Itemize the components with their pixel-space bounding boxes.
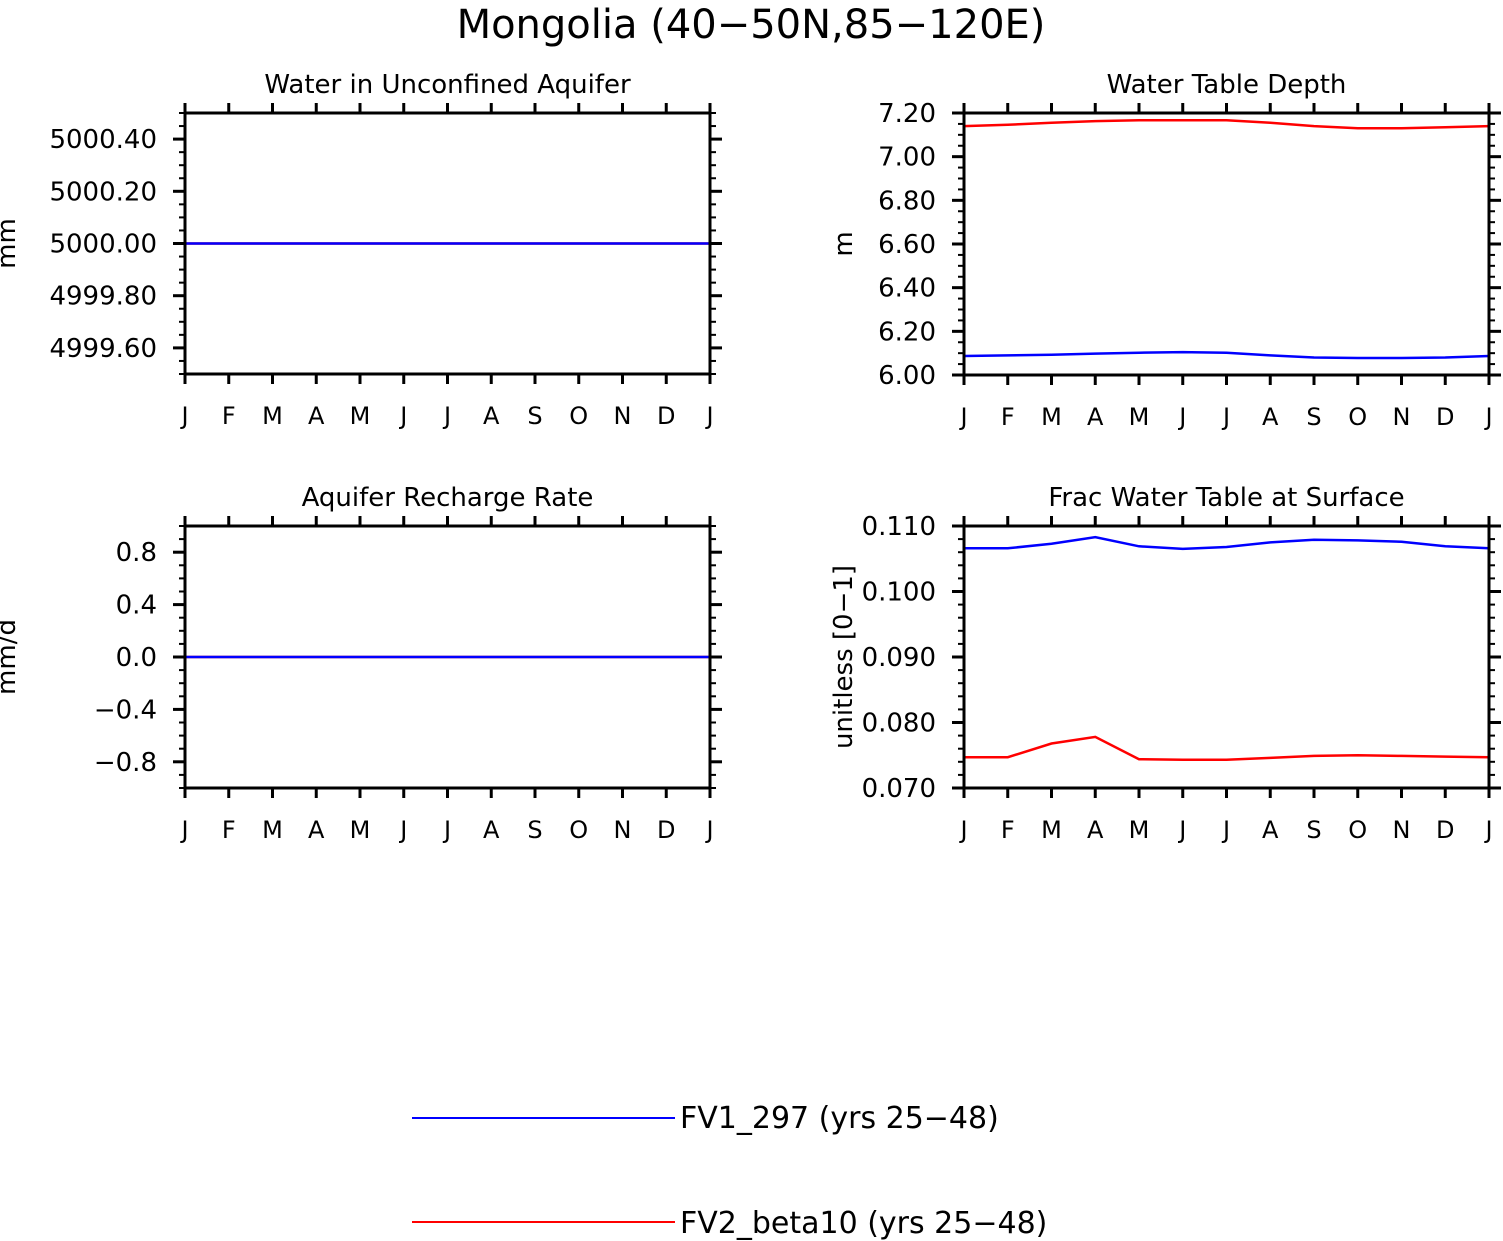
x-tick-label: J (442, 816, 451, 844)
x-tick-label: A (483, 402, 500, 430)
x-tick-label: M (350, 402, 371, 430)
x-tick-label: M (262, 402, 283, 430)
x-tick-label: F (222, 402, 236, 430)
x-tick-label: N (1393, 403, 1411, 431)
x-tick-label: J (398, 402, 407, 430)
legend-label-fv2: FV2_beta10 (yrs 25−48) (680, 1206, 1047, 1241)
series-line (963, 118, 1490, 130)
x-tick-label: J (179, 816, 188, 844)
x-tick-label: S (1306, 816, 1321, 844)
x-tick-label: D (1436, 403, 1454, 431)
x-tick-label: N (614, 402, 632, 430)
x-tick-label: F (1001, 816, 1015, 844)
y-axis-label: mm/d (0, 619, 22, 695)
x-tick-label: S (1306, 403, 1321, 431)
x-tick-label: J (1483, 816, 1492, 844)
y-tick-label: 0.110 (862, 512, 936, 542)
legend: FV1_297 (yrs 25−48) FV2_beta10 (yrs 25−4… (412, 1101, 1047, 1241)
y-tick-label: 6.40 (878, 274, 936, 304)
x-tick-label: J (1177, 816, 1186, 844)
figure-title: Mongolia (40−50N,85−120E) (457, 2, 1046, 48)
x-tick-label: J (704, 816, 713, 844)
panel-title: Water Table Depth (1107, 70, 1347, 100)
x-tick-label: J (1177, 403, 1186, 431)
y-tick-label: 7.00 (878, 143, 936, 173)
plot-frame (962, 111, 1491, 377)
x-tick-label: S (527, 402, 542, 430)
x-tick-label: A (308, 402, 325, 430)
x-tick-label: N (1393, 816, 1411, 844)
y-tick-label: 6.80 (878, 186, 936, 216)
y-tick-label: 4999.80 (49, 282, 157, 312)
y-tick-label: 0.070 (862, 774, 936, 804)
x-tick-label: D (657, 402, 675, 430)
y-tick-label: 6.60 (878, 230, 936, 260)
x-tick-label: M (1129, 403, 1150, 431)
y-tick-label: 6.20 (878, 317, 936, 347)
y-tick-label: 5000.40 (49, 125, 157, 155)
x-tick-label: A (1262, 403, 1279, 431)
x-tick-label: F (1001, 403, 1015, 431)
x-tick-label: M (262, 816, 283, 844)
panel-4: Frac Water Table at Surface unitless [0−1… (829, 483, 1501, 844)
x-tick-label: M (1129, 816, 1150, 844)
series-line (964, 535, 1490, 551)
x-tick-label: S (527, 816, 542, 844)
x-tick-label: F (222, 816, 236, 844)
series-line (963, 350, 1490, 360)
series-line (964, 735, 1490, 762)
panel-title: Aquifer Recharge Rate (302, 483, 594, 513)
x-tick-label: J (1221, 816, 1230, 844)
y-tick-label: 6.00 (878, 361, 936, 391)
y-tick-label: −0.8 (94, 748, 157, 778)
x-tick-label: O (1348, 816, 1367, 844)
x-tick-label: N (614, 816, 632, 844)
x-tick-label: J (1483, 403, 1492, 431)
x-tick-label: A (1087, 403, 1104, 431)
x-tick-label: J (442, 402, 451, 430)
plot-frame (962, 524, 1491, 790)
y-tick-label: 0.4 (116, 591, 157, 621)
x-tick-label: O (569, 402, 588, 430)
y-tick-label: −0.4 (94, 695, 157, 725)
y-tick-label: 0.0 (116, 643, 157, 673)
x-tick-label: D (1436, 816, 1454, 844)
x-tick-label: O (1348, 403, 1367, 431)
x-tick-label: A (483, 816, 500, 844)
x-tick-label: A (1262, 816, 1279, 844)
x-tick-label: J (958, 816, 967, 844)
x-tick-label: M (1041, 816, 1062, 844)
y-axis-label: m (829, 231, 859, 256)
x-tick-label: D (657, 816, 675, 844)
x-tick-label: J (704, 402, 713, 430)
y-tick-label: 5000.20 (49, 177, 157, 207)
y-tick-label: 0.090 (862, 643, 936, 673)
y-axis-label: unitless [0−1] (829, 565, 859, 749)
panel-title: Frac Water Table at Surface (1048, 483, 1404, 513)
y-tick-label: 0.100 (862, 578, 936, 608)
x-tick-label: A (308, 816, 325, 844)
x-tick-label: M (1041, 403, 1062, 431)
y-tick-label: 0.080 (862, 709, 936, 739)
x-tick-label: J (398, 816, 407, 844)
x-tick-label: J (1221, 403, 1230, 431)
y-tick-label: 7.20 (878, 99, 936, 129)
x-tick-label: M (350, 816, 371, 844)
y-tick-label: 4999.60 (49, 334, 157, 364)
y-axis-label: mm (0, 218, 22, 269)
y-tick-label: 5000.00 (49, 230, 157, 260)
y-tick-label: 0.8 (116, 538, 157, 568)
panel-title: Water in Unconfined Aquifer (264, 70, 631, 100)
legend-label-fv1: FV1_297 (yrs 25−48) (680, 1101, 999, 1136)
x-tick-label: O (569, 816, 588, 844)
x-tick-label: J (958, 403, 967, 431)
x-tick-label: A (1087, 816, 1104, 844)
x-tick-label: J (179, 402, 188, 430)
